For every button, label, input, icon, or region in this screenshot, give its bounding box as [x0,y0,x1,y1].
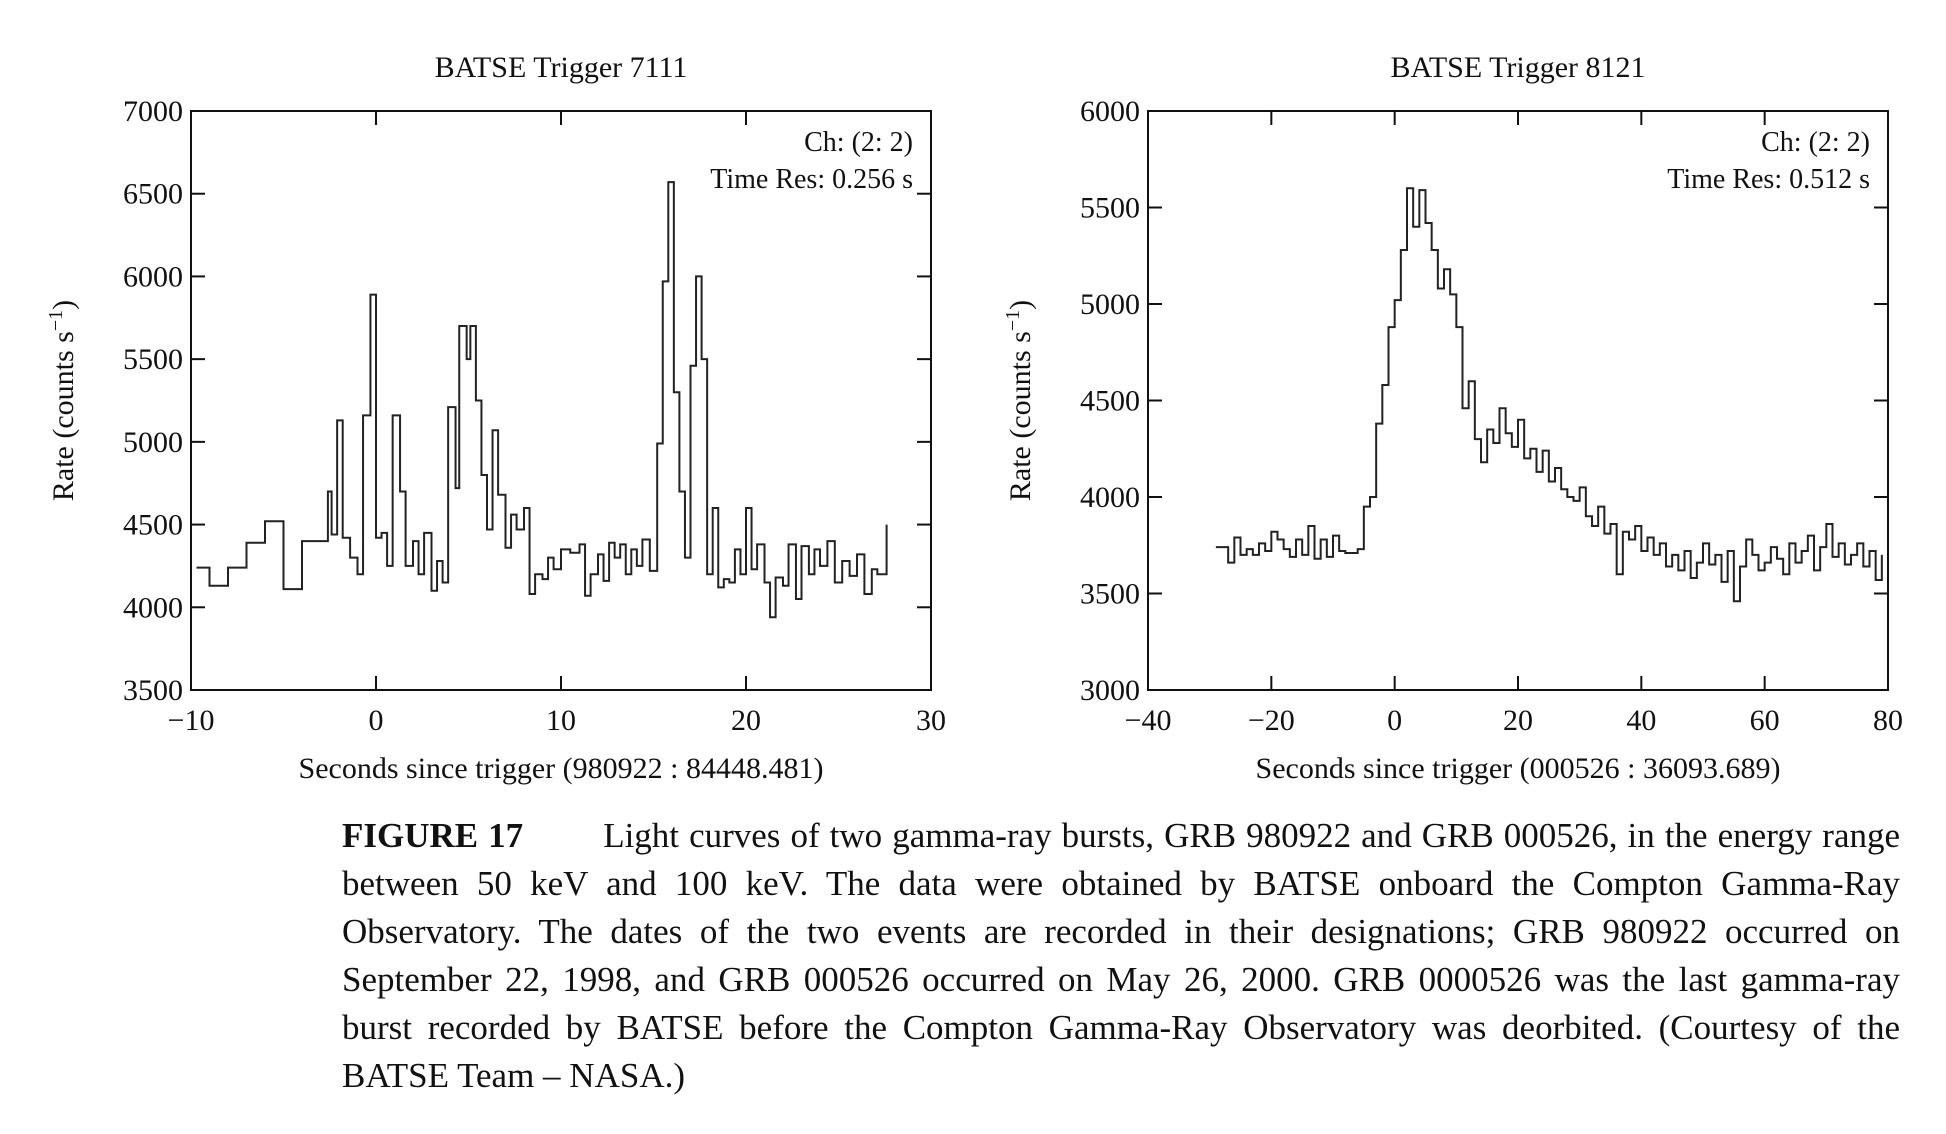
x-tick-label: −20 [1248,704,1295,737]
y-label-text: Rate (counts s [47,331,80,501]
y-tick-label: 4000 [1080,481,1140,514]
x-axis-label: Seconds since trigger (000526 : 36093.68… [1256,752,1781,785]
x-tick-label: −40 [1125,704,1172,737]
light-curve [196,181,888,619]
y-label-suffix: ) [1004,300,1037,310]
annotation: Time Res: 0.256 s [710,164,913,195]
y-label-suffix: ) [47,300,80,310]
y-tick-label: 6500 [123,178,183,211]
annotation: Time Res: 0.512 s [1667,164,1870,195]
plot-frame [190,110,932,691]
y-axis-label: Rate (counts s−1) [1002,300,1037,501]
x-tick-label: 30 [916,704,946,737]
y-label-superscript: −1 [1002,310,1024,331]
plot-frame [1147,110,1889,691]
x-tick-label: 0 [1387,704,1402,737]
x-tick-label: 0 [369,704,384,737]
y-tick-label: 5000 [1080,288,1140,321]
y-tick-label: 5000 [123,426,183,459]
y-tick-label: 4000 [123,591,183,624]
figure: BATSE Trigger 7111−10 0 10 20 30350040004500… [45,51,1903,785]
y-tick-label: 7000 [123,95,183,128]
y-tick-label: 3500 [1080,578,1140,611]
caption-text: Light curves of two gamma-ray bursts, GR… [342,816,1901,1095]
y-tick-label: 6000 [1080,95,1140,128]
y-tick-label: 6000 [123,260,183,293]
x-tick-label: 60 [1750,704,1780,737]
x-tick-label: −10 [168,704,215,737]
caption-label: FIGURE 17 [342,816,524,855]
y-tick-label: 3000 [1080,674,1140,707]
annotation: Ch: (2: 2) [804,127,913,158]
y-tick-label: 4500 [1080,385,1140,418]
x-tick-label: 20 [1503,704,1533,737]
y-tick-label: 3500 [123,674,183,707]
y-tick-label: 5500 [1080,192,1140,225]
y-label-superscript: −1 [45,310,67,331]
chart-title: BATSE Trigger 8121 [1390,51,1645,84]
chart-title: BATSE Trigger 7111 [435,51,688,84]
caption: FIGURE 17 Light curves of two gamma-ray b… [342,812,1900,1100]
y-axis-label: Rate (counts s−1) [45,300,80,501]
y-tick-label: 5500 [123,343,183,376]
y-tick-label: 4500 [123,509,183,542]
x-tick-label: 20 [731,704,761,737]
x-tick-label: 10 [546,704,576,737]
annotation: Ch: (2: 2) [1761,127,1870,158]
x-axis-label: Seconds since trigger (980922 : 84448.48… [299,752,824,785]
x-tick-label: 80 [1873,704,1903,737]
light-curve [1215,187,1883,603]
y-label-text: Rate (counts s [1004,331,1037,501]
x-tick-label: 40 [1626,704,1656,737]
